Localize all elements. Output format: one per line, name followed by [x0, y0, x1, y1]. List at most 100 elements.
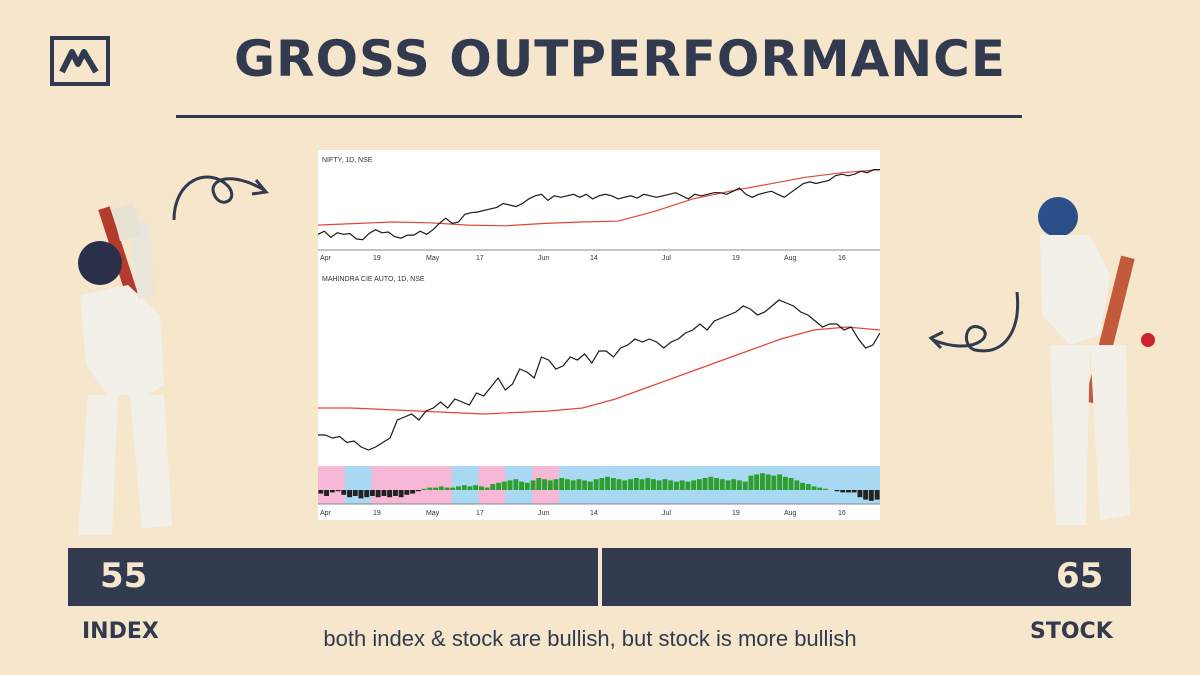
nifty-tick-label: 14: [590, 255, 598, 262]
histogram-bar: [794, 480, 800, 490]
histogram-bar: [754, 474, 760, 490]
histogram-bar: [702, 478, 708, 490]
histogram-bar: [335, 490, 341, 492]
nifty-price-line: [318, 169, 880, 241]
histogram-bar: [513, 479, 519, 490]
histogram-bar: [771, 475, 777, 490]
histogram-bar: [800, 482, 805, 490]
histogram-bar: [628, 479, 633, 490]
histogram-bars: [318, 473, 880, 501]
histogram-bar: [834, 490, 840, 492]
histogram-bar: [496, 482, 502, 490]
histogram-bar: [358, 490, 364, 499]
histogram-bar: [765, 474, 771, 490]
histogram-bar: [582, 480, 588, 490]
stock-ma-line: [318, 326, 880, 415]
nifty-tick-label: 19: [373, 255, 381, 262]
histogram-bar: [484, 487, 490, 490]
histogram-bar: [788, 478, 794, 490]
histogram-bar: [364, 490, 370, 498]
histogram-bar: [450, 487, 456, 490]
logo-mark-icon: [59, 49, 99, 74]
nifty-tick-label: Jun: [538, 255, 549, 262]
histogram-bar: [599, 478, 605, 490]
histogram-bar: [805, 484, 811, 490]
histogram-bar: [679, 480, 685, 490]
histogram-bar: [840, 490, 846, 493]
histogram-bar: [593, 479, 599, 490]
stock-price-line: [318, 299, 880, 451]
histogram-bar: [501, 481, 507, 490]
histogram-bar: [456, 486, 461, 490]
histogram-tick-labels: Apr 19 May 17 Jun 14 Jul 19 Aug 16: [320, 510, 846, 517]
stock-label: STOCK: [1030, 619, 1113, 644]
histogram-bar: [760, 473, 765, 490]
histogram-zone: [398, 466, 426, 504]
histogram-tick-label: May: [426, 510, 440, 517]
histogram-bar: [542, 479, 547, 490]
histogram-bar: [565, 479, 570, 490]
histogram-bar: [863, 490, 869, 500]
index-label: INDEX: [82, 619, 159, 644]
logo-mark: [50, 36, 110, 86]
histogram-bar: [857, 490, 863, 498]
histogram-bar: [381, 490, 387, 496]
histogram-bar: [610, 478, 616, 490]
histogram-bar: [375, 490, 381, 498]
histogram-bar: [823, 488, 828, 490]
nifty-ma-line: [318, 169, 880, 227]
histogram-bar: [645, 478, 651, 490]
histogram-bar: [427, 487, 433, 490]
histogram-bar: [421, 488, 427, 490]
histogram-bar: [633, 478, 639, 490]
histogram-zone: [318, 466, 346, 504]
histogram-tick-label: Aug: [784, 510, 797, 517]
histogram-bar: [668, 480, 674, 490]
histogram-bar: [725, 480, 731, 490]
curly-arrow-icon-right: [928, 291, 1020, 353]
histogram-bar: [347, 490, 352, 498]
histogram-bar: [874, 490, 880, 500]
histogram-bar: [329, 490, 335, 493]
batsman-right-figure: [1038, 197, 1155, 525]
histogram-bar: [536, 478, 542, 490]
histogram-bar: [748, 475, 754, 490]
stock-chart-title: MAHINDRA CIE AUTO, 1D, NSE: [322, 276, 425, 283]
chart-background: [318, 150, 880, 520]
histogram-bar: [404, 490, 410, 495]
histogram-bar: [719, 479, 725, 490]
histogram-bar: [777, 474, 783, 490]
histogram-bar: [685, 481, 691, 490]
histogram-bar: [696, 479, 702, 490]
histogram-bar: [674, 481, 679, 490]
histogram-bar: [530, 480, 536, 490]
curly-arrow-icon-left: [172, 175, 269, 221]
histogram-bar: [656, 480, 662, 490]
histogram-bar: [473, 485, 479, 490]
nifty-tick-label: Aug: [784, 255, 797, 262]
histogram-tick-label: Jul: [662, 510, 671, 517]
histogram-bar: [691, 480, 697, 490]
histogram-zone: [451, 466, 480, 504]
histogram-bar: [461, 485, 467, 490]
histogram-tick-label: Apr: [320, 510, 332, 517]
histogram-bar: [639, 479, 645, 490]
histogram-tick-label: 19: [373, 510, 381, 517]
histogram-zone: [371, 466, 399, 504]
histogram-bar: [467, 486, 473, 490]
histogram-bar: [737, 480, 742, 490]
nifty-tick-labels: Apr 19 May 17 Jun 14 Jul 19 Aug 16: [320, 255, 846, 262]
nifty-tick-label: 16: [838, 255, 846, 262]
histogram-zone: [344, 466, 373, 504]
histogram-bar: [438, 486, 444, 490]
stock-score-value: 65: [1056, 556, 1104, 596]
histogram-bar: [622, 480, 628, 490]
histogram-bar: [851, 490, 857, 493]
histogram-bar: [868, 490, 874, 501]
histogram-bar: [817, 487, 823, 490]
histogram-zone: [826, 466, 854, 504]
histogram-bar: [318, 490, 324, 494]
histogram-bar: [444, 487, 450, 490]
histogram-bar: [490, 484, 496, 490]
histogram-bar: [559, 478, 565, 490]
